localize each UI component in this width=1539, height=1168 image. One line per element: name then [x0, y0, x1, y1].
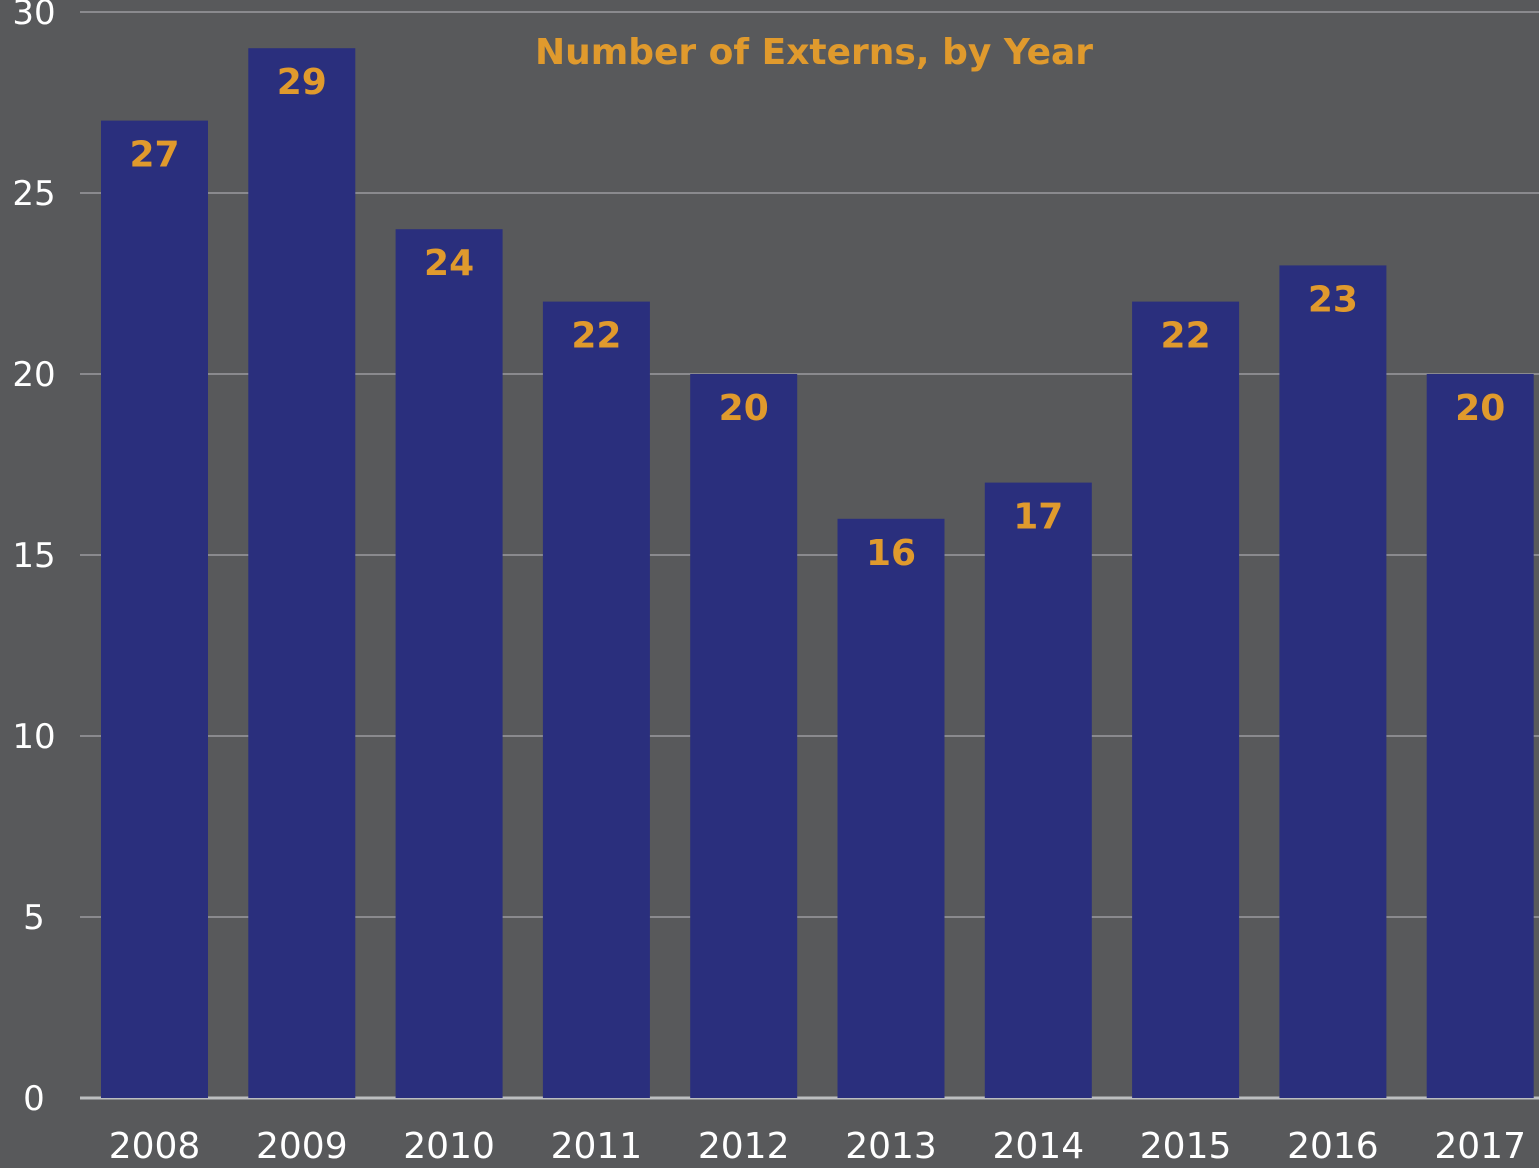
bar-2008	[101, 120, 208, 1099]
x-tick-label: 2008	[109, 1126, 201, 1167]
data-label-2015: 22	[1161, 316, 1211, 357]
bar-2014	[984, 482, 1092, 1099]
x-tick-label: 2015	[1140, 1126, 1232, 1167]
bar-2012	[690, 374, 798, 1098]
x-tick-label: 2017	[1434, 1126, 1526, 1167]
bar-2017	[1426, 374, 1534, 1098]
y-axis: 0 5 10 15 20 25 30	[12, 0, 55, 1119]
data-label-2011: 22	[571, 316, 621, 357]
data-label-2010: 24	[424, 243, 474, 284]
y-tick-label: 15	[12, 536, 55, 576]
bar-2011	[542, 301, 650, 1099]
x-tick-label: 2011	[551, 1126, 643, 1167]
y-tick-label: 20	[12, 355, 55, 395]
y-tick-label: 10	[12, 717, 55, 757]
bar-2009	[248, 48, 356, 1099]
x-tick-label: 2010	[403, 1126, 495, 1167]
data-label-2009: 29	[277, 62, 327, 103]
bar-2015	[1132, 301, 1240, 1099]
y-tick-label: 25	[12, 174, 55, 214]
y-tick-label: 30	[12, 0, 55, 33]
x-tick-label: 2013	[845, 1126, 937, 1167]
data-label-2014: 17	[1013, 497, 1063, 538]
y-tick-label: 5	[23, 898, 45, 938]
bar-2010	[395, 229, 503, 1098]
x-axis: 2008 2009 2010 2011 2012 2013 2014 2015 2016 2017	[109, 1126, 1526, 1167]
data-label-2016: 23	[1308, 279, 1358, 320]
x-tick-label: 2016	[1287, 1126, 1379, 1167]
x-tick-label: 2012	[698, 1126, 790, 1167]
x-tick-label: 2014	[992, 1126, 1084, 1167]
y-tick-label: 0	[23, 1079, 45, 1119]
data-label-2017: 20	[1455, 388, 1505, 429]
bar-2016	[1279, 265, 1387, 1098]
data-labels: 27 29 24 22 20 16 17 22 23 20	[129, 62, 1505, 574]
data-label-2013: 16	[866, 533, 916, 574]
chart-title: Number of Externs, by Year	[535, 32, 1093, 73]
data-label-2012: 20	[719, 388, 769, 429]
bars	[101, 48, 1534, 1099]
bar-2013	[837, 518, 945, 1098]
x-tick-label: 2009	[256, 1126, 348, 1167]
data-label-2008: 27	[129, 135, 179, 176]
